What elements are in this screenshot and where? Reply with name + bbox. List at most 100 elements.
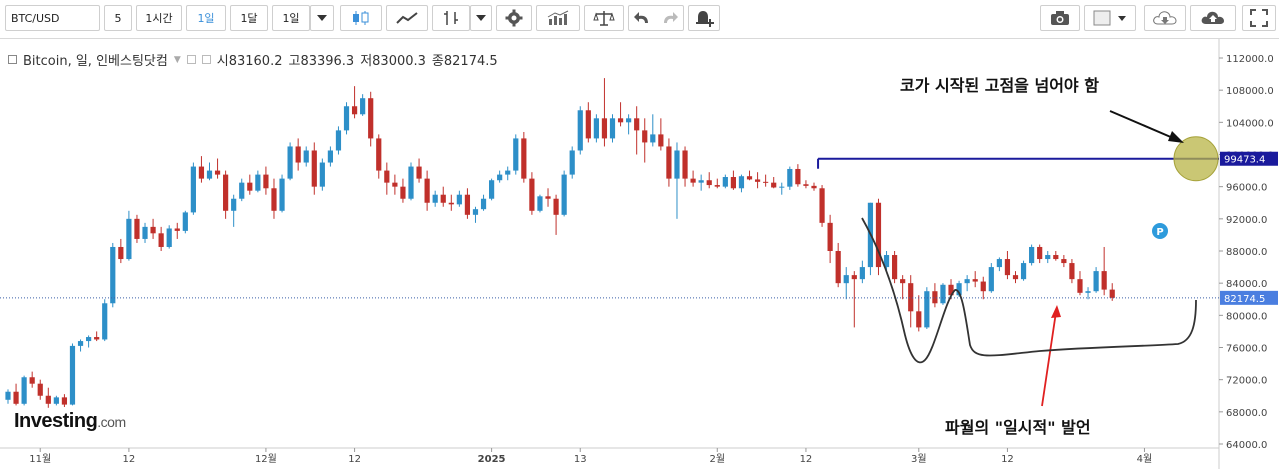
candle-body <box>408 166 414 199</box>
candle-body <box>1093 271 1099 292</box>
period-1m-label: 1달 <box>240 12 258 25</box>
cup-pattern-drawing <box>861 217 1197 364</box>
x-tick-label: 13 <box>574 454 587 465</box>
resistance-price-label: 99473.4 <box>1224 155 1265 166</box>
candle-body <box>1029 246 1035 264</box>
y-tick-label: 108000.0 <box>1226 86 1274 97</box>
collapse-legend-icon[interactable] <box>8 55 17 64</box>
event-badge-label: P <box>1156 227 1163 238</box>
ohlc-type-button[interactable] <box>432 5 470 31</box>
candle-body <box>263 174 269 189</box>
candle-body <box>851 275 857 280</box>
current-price-label: 82174.5 <box>1224 294 1265 305</box>
candle-body <box>698 180 704 183</box>
candle-body <box>480 198 487 210</box>
candle-body <box>626 118 632 123</box>
balance-scale-icon <box>593 11 615 26</box>
screenshot-button[interactable] <box>1040 5 1080 31</box>
candle-body <box>214 170 221 175</box>
candle-body <box>110 246 116 304</box>
cloud-upload-button[interactable] <box>1190 5 1236 31</box>
candle-body <box>980 281 986 292</box>
cloud-download-button[interactable] <box>1144 5 1186 31</box>
y-tick-label: 104000.0 <box>1226 118 1274 129</box>
candle-body <box>1085 291 1091 293</box>
investing-logo: Investing.com <box>14 410 126 433</box>
cloud-upload-icon <box>1201 11 1224 24</box>
candle-body <box>158 233 164 247</box>
chevron-down-icon[interactable]: ▼ <box>173 54 181 65</box>
candle-body <box>634 118 640 131</box>
candle-body <box>392 182 398 187</box>
chart-type-dropdown-button[interactable] <box>470 5 492 31</box>
candle-body <box>754 179 761 182</box>
candle-body <box>21 377 27 404</box>
y-tick-label: 72000.0 <box>1226 376 1267 387</box>
toolbar: BTC/USD 5 1시간 1일 1달 1일 <box>0 0 1279 39</box>
candle-body <box>771 182 777 188</box>
candle-body <box>400 186 406 199</box>
candle-body <box>206 170 213 179</box>
candle-body <box>432 194 438 203</box>
candle-body <box>279 178 285 211</box>
candle-body <box>1004 259 1011 276</box>
candle-body <box>609 118 616 139</box>
candle-body <box>682 150 688 179</box>
price-chart[interactable]: 112000.0108000.0104000.0100000.096000.09… <box>0 39 1279 469</box>
candle-body <box>311 150 317 187</box>
candle-body <box>940 284 946 304</box>
period-dropdown-button[interactable] <box>310 5 334 31</box>
annotation-bottom: 파월의 "일시적" 발언 <box>945 418 1091 437</box>
chart-legend: Bitcoin, 일, 인베스팅닷컴 ▼ 시83160.2 고83396.3 저… <box>8 50 498 69</box>
candle-body <box>521 138 527 179</box>
legend-close: 종82174.5 <box>431 54 498 69</box>
alert-button[interactable] <box>688 5 720 31</box>
candle-body <box>142 226 148 239</box>
candle-body <box>376 138 382 171</box>
candle-body <box>972 279 978 282</box>
candle-body <box>513 138 519 171</box>
interval-input[interactable]: 5 <box>104 5 132 31</box>
symbol-search-input[interactable]: BTC/USD <box>5 5 100 31</box>
indicators-icon <box>547 10 569 25</box>
candle-body <box>883 255 890 268</box>
candle-body <box>819 188 825 223</box>
candle-body <box>505 170 511 175</box>
candle-body <box>787 168 793 187</box>
candle-body <box>722 177 728 187</box>
redo-icon[interactable] <box>656 11 678 25</box>
candle-body <box>916 311 922 328</box>
close-small-icon[interactable] <box>201 55 211 64</box>
x-tick-label: 12 <box>348 454 361 465</box>
candle-body <box>900 279 906 284</box>
settings-small-icon[interactable] <box>186 55 196 64</box>
fullscreen-button[interactable] <box>1242 5 1276 31</box>
candlestick-type-button[interactable] <box>340 5 382 31</box>
candle-body <box>255 174 261 191</box>
candle-body <box>13 391 19 404</box>
period-1m-button[interactable]: 1달 <box>230 5 268 31</box>
period-custom-label: 1일 <box>282 12 300 25</box>
indicators-button[interactable] <box>536 5 580 31</box>
background-color-button[interactable] <box>1084 5 1136 31</box>
candle-body <box>94 337 100 340</box>
candle-body <box>182 212 188 231</box>
period-custom-button[interactable]: 1일 <box>272 5 310 31</box>
candle-body <box>1020 263 1027 280</box>
undo-icon[interactable] <box>634 11 656 25</box>
candle-body <box>964 279 970 284</box>
y-tick-label: 84000.0 <box>1226 279 1267 290</box>
candle-body <box>811 185 817 189</box>
candle-body <box>174 228 180 231</box>
settings-button[interactable] <box>496 5 532 31</box>
period-1h-button[interactable]: 1시간 <box>136 5 182 31</box>
period-1d-button[interactable]: 1일 <box>186 5 226 31</box>
line-type-button[interactable] <box>386 5 428 31</box>
candle-body <box>319 162 325 187</box>
event-badge <box>1152 223 1168 239</box>
candle-body <box>464 194 471 215</box>
candle-body <box>827 222 833 251</box>
candle-body <box>416 166 422 179</box>
compare-button[interactable] <box>584 5 624 31</box>
color-swatch-icon <box>1093 10 1126 26</box>
